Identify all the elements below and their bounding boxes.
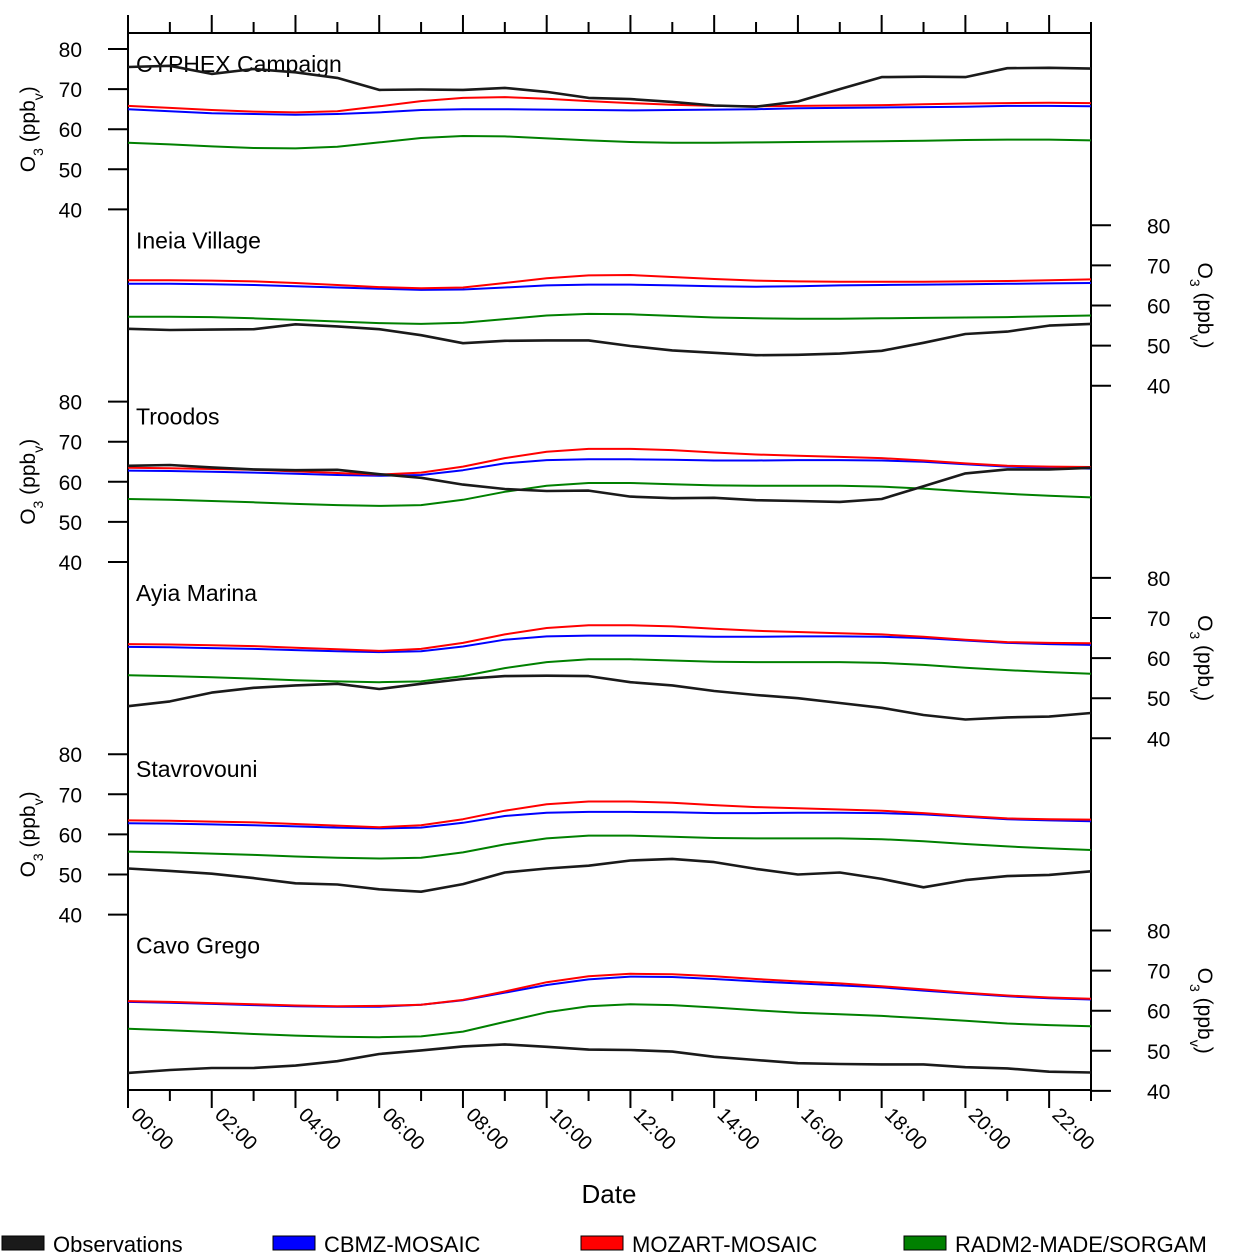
series-line-observations (127, 857, 1092, 894)
series-line-radm2-made-sorgam (127, 1003, 1092, 1039)
y-tick-label: 80 (1147, 215, 1170, 238)
y-tick-label: 40 (59, 199, 82, 222)
y-tick-label: 50 (59, 512, 82, 535)
panel-cavo-grego: Cavo Grego 40 50 60 70 80 O3 (ppbv) (127, 921, 1216, 1104)
legend-swatch (272, 1235, 316, 1251)
panel-stavrovouni: Stavrovouni 40 50 60 70 80 O3 (ppbv) (17, 744, 1092, 928)
y-tick-label: 50 (1147, 688, 1170, 711)
series-line-observations (127, 674, 1092, 721)
series-line-radm2-made-sorgam (127, 834, 1092, 860)
y-tick-label: 60 (59, 119, 82, 142)
series-line-mozart-mosaic (127, 624, 1092, 652)
y-tick-label: 80 (59, 744, 82, 767)
series-line-cbmz-mosaic (128, 282, 1092, 291)
y-tick-label: 50 (59, 159, 82, 182)
y-tick-label: 40 (1147, 376, 1170, 399)
y-tick-label: 40 (59, 552, 82, 575)
x-tick-label: 04:00 (294, 1104, 345, 1155)
x-tick-label: 12:00 (629, 1104, 680, 1155)
series-line-mozart-mosaic (128, 274, 1092, 290)
y-tick-label: 70 (1147, 255, 1170, 278)
x-axis-label: Date (582, 1179, 637, 1209)
series-line-radm2-made-sorgam (127, 135, 1092, 150)
panel-ayia-marina: Ayia Marina 40 50 60 70 80 O3 (ppbv) (127, 568, 1216, 751)
y-tick-label: 60 (1147, 1001, 1170, 1024)
y-tick-label: 70 (59, 79, 82, 102)
x-tick-label: 20:00 (964, 1104, 1015, 1155)
x-tick-label: 10:00 (545, 1104, 596, 1155)
series-line-mozart-mosaic (127, 96, 1092, 114)
legend-item-cbmz-mosaic: CBMZ-MOSAIC (272, 1232, 481, 1256)
legend-label: Observations (53, 1232, 183, 1256)
y-tick-label: 60 (1147, 296, 1170, 319)
series-line-mozart-mosaic (127, 972, 1092, 1008)
legend-label: CBMZ-MOSAIC (324, 1232, 481, 1256)
y-axis-label: O3 (ppbv) (1187, 968, 1216, 1054)
y-tick-label: 50 (1147, 1041, 1170, 1064)
y-tick-label: 50 (1147, 336, 1170, 359)
y-tick-label: 70 (1147, 608, 1170, 631)
y-tick-label: 70 (59, 432, 82, 455)
legend-label: MOZART-MOSAIC (632, 1232, 817, 1256)
legend-swatch (1, 1235, 45, 1251)
y-tick-label: 80 (1147, 568, 1170, 591)
x-tick-label: 18:00 (880, 1104, 931, 1155)
y-axis-label: O3 (ppbv) (17, 791, 46, 877)
legend-item-mozart-mosaic: MOZART-MOSAIC (580, 1232, 817, 1256)
series-line-observations (127, 64, 1092, 108)
x-tick-label: 08:00 (461, 1104, 512, 1155)
x-tick-label: 02:00 (210, 1104, 261, 1155)
series-line-observations (127, 463, 1092, 504)
legend-item-observations: Observations (1, 1232, 183, 1256)
legend: Observations CBMZ-MOSAIC MOZART-MOSAIC RADM… (1, 1232, 1207, 1256)
x-tick-label: 14:00 (713, 1104, 764, 1155)
panel-title: Cavo Grego (136, 933, 260, 959)
y-axis-label: O3 (ppbv) (17, 439, 46, 525)
series-line-radm2-made-sorgam (127, 482, 1092, 507)
y-tick-label: 80 (1147, 921, 1170, 944)
y-tick-label: 80 (59, 392, 82, 415)
legend-label: RADM2-MADE/SORGAM (955, 1232, 1207, 1256)
series-line-cbmz-mosaic (127, 458, 1092, 477)
y-tick-label: 40 (1147, 1081, 1170, 1104)
y-axis-label: O3 (ppbv) (1187, 615, 1216, 701)
y-axis-label: O3 (ppbv) (17, 86, 46, 172)
plot-area: 00:00 02:00 04:00 06:00 08:00 10:00 12:00 14:00… (17, 15, 1216, 1155)
y-tick-label: 50 (59, 865, 82, 888)
series-line-radm2-made-sorgam (127, 658, 1092, 684)
legend-swatch (580, 1235, 624, 1251)
y-tick-label: 40 (1147, 728, 1170, 751)
panel-title: Ayia Marina (136, 580, 257, 606)
x-tick-label: 22:00 (1048, 1104, 1099, 1155)
series-line-observations (127, 1043, 1092, 1075)
y-tick-label: 80 (59, 39, 82, 62)
y-tick-label: 60 (59, 472, 82, 495)
series-line-radm2-made-sorgam (128, 312, 1092, 325)
y-tick-label: 70 (59, 784, 82, 807)
panel-title: Stavrovouni (136, 756, 257, 782)
y-tick-label: 60 (59, 824, 82, 847)
y-tick-label: 70 (1147, 961, 1170, 984)
y-tick-label: 60 (1147, 648, 1170, 671)
series-line-observations (127, 322, 1092, 357)
y-axis-label: O3 (ppbv) (1187, 262, 1216, 348)
series-line-cbmz-mosaic (127, 810, 1092, 830)
legend-swatch (903, 1235, 947, 1251)
legend-item-radm2-made-sorgam: RADM2-MADE/SORGAM (903, 1232, 1207, 1256)
panel-ineia-village: Ineia Village 40 50 60 70 80 O3 (ppbv) (127, 215, 1216, 399)
x-tick-label: 16:00 (796, 1104, 847, 1155)
y-tick-label: 40 (59, 905, 82, 928)
series-line-cbmz-mosaic (127, 634, 1092, 654)
series-line-cbmz-mosaic (127, 104, 1092, 116)
plot-frame (127, 32, 1092, 1091)
x-tick-label: 06:00 (378, 1104, 429, 1155)
series-line-mozart-mosaic (127, 800, 1092, 829)
panel-troodos: Troodos 40 50 60 70 80 O3 (ppbv) (17, 392, 1092, 575)
panel-title: Troodos (136, 404, 220, 430)
x-tick-label: 00:00 (126, 1104, 177, 1155)
panel-title: Ineia Village (136, 227, 261, 253)
